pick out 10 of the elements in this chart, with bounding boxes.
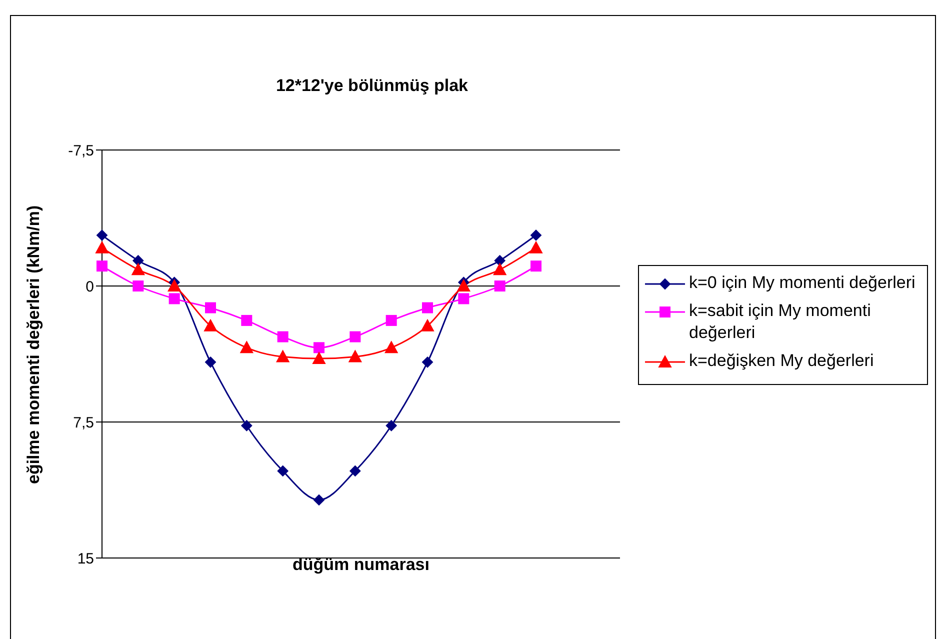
y-tick-label: 15 [77, 550, 94, 568]
chart-title: 12*12'ye bölünmüş plak [274, 76, 470, 96]
legend-label: k=sabit için My momenti değerleri [689, 300, 872, 344]
y-tick-label: 0 [86, 278, 94, 296]
legend-label: k=0 için My momenti değerleri [689, 272, 916, 294]
y-tick-label: 7,5 [73, 414, 94, 432]
y-axis-title: eğilme momenti değerleri (kNm/m) [24, 205, 44, 484]
x-axis-title: düğüm numarası [292, 555, 430, 574]
legend-label: k=değişken My değerleri [689, 350, 874, 372]
y-tick-label: -7,5 [68, 142, 94, 160]
